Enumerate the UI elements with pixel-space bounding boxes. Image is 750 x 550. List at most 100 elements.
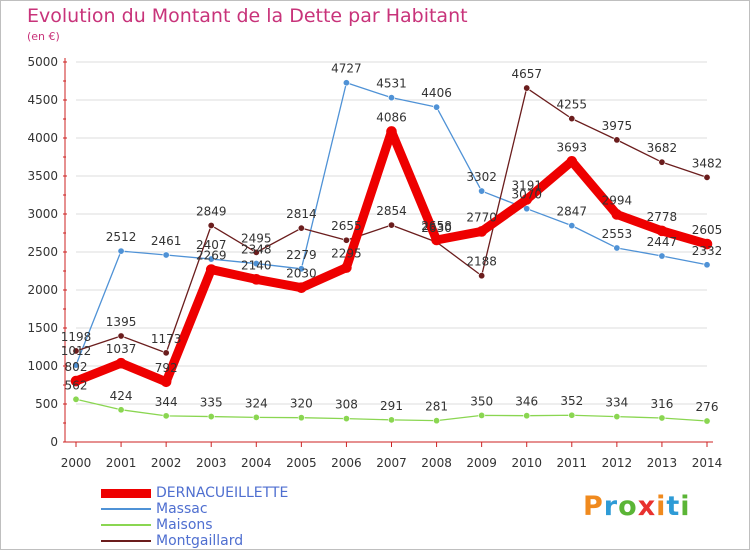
y-tick-label: 4500 xyxy=(27,93,58,107)
x-tick-label: 2004 xyxy=(241,456,272,470)
data-label-maisons: 324 xyxy=(245,396,268,410)
x-tick-label: 2001 xyxy=(106,456,137,470)
logo-letter: P xyxy=(583,491,604,522)
data-label-montgaillard: 1173 xyxy=(151,332,182,346)
data-label-massac: 2332 xyxy=(692,244,723,258)
data-point-montgaillard xyxy=(703,173,711,181)
data-point-maisons xyxy=(117,406,125,414)
data-point-massac xyxy=(252,260,260,268)
data-point-maisons xyxy=(297,414,305,422)
data-point-maisons xyxy=(342,415,350,423)
data-label-maisons: 320 xyxy=(290,397,313,411)
data-point-maisons xyxy=(207,413,215,421)
logo-letter: o xyxy=(618,491,638,522)
x-tick-label: 2010 xyxy=(511,456,542,470)
data-point-maisons xyxy=(613,413,621,421)
logo-letter: i xyxy=(656,491,667,522)
data-label-dernacueillette: 2605 xyxy=(692,223,723,237)
proxiti-logo: Proxiti xyxy=(583,491,691,522)
data-label-massac: 2279 xyxy=(286,248,317,262)
data-label-montgaillard: 4255 xyxy=(557,98,588,112)
data-point-montgaillard xyxy=(342,236,350,244)
data-point-dernacueillette xyxy=(386,126,397,137)
data-point-massac xyxy=(297,265,305,273)
data-point-maisons xyxy=(703,417,711,425)
data-point-montgaillard xyxy=(387,221,395,229)
data-label-maisons: 350 xyxy=(470,394,493,408)
data-point-maisons xyxy=(523,412,531,420)
data-point-dernacueillette xyxy=(566,156,578,167)
data-label-dernacueillette: 4086 xyxy=(376,110,407,124)
data-label-dernacueillette: 2269 xyxy=(196,249,227,263)
data-point-maisons xyxy=(387,416,395,424)
y-tick-label: 1000 xyxy=(27,359,58,373)
data-point-massac xyxy=(568,222,576,230)
data-label-massac: 4406 xyxy=(421,86,452,100)
legend-label: Montgaillard xyxy=(156,533,244,549)
data-point-montgaillard xyxy=(523,84,531,92)
data-label-dernacueillette: 1037 xyxy=(106,342,137,356)
data-point-montgaillard xyxy=(252,248,260,256)
data-point-dernacueillette xyxy=(656,225,668,237)
chart-title: Evolution du Montant de la Dette par Hab… xyxy=(27,5,468,27)
data-point-massac xyxy=(703,261,711,269)
y-tick-label: 1500 xyxy=(27,321,58,335)
data-label-montgaillard: 1198 xyxy=(61,330,92,344)
y-tick-label: 2000 xyxy=(27,283,58,297)
y-tick-label: 500 xyxy=(35,397,58,411)
x-tick-label: 2003 xyxy=(196,456,227,470)
data-label-dernacueillette: 2770 xyxy=(466,210,497,224)
x-tick-label: 2005 xyxy=(286,456,317,470)
data-label-montgaillard: 3975 xyxy=(602,119,633,133)
data-label-massac: 2348 xyxy=(241,243,272,257)
data-point-massac xyxy=(342,79,350,87)
data-label-maisons: 562 xyxy=(65,378,88,392)
data-point-massac xyxy=(207,255,215,263)
data-point-massac xyxy=(433,103,441,111)
data-label-montgaillard: 3482 xyxy=(692,156,723,170)
x-tick-label: 2008 xyxy=(421,456,452,470)
legend-label: DERNACUEILLETTE xyxy=(156,485,289,501)
legend-swatch xyxy=(101,508,151,510)
data-label-montgaillard: 1395 xyxy=(106,315,137,329)
data-label-massac: 2461 xyxy=(151,234,182,248)
y-tick-label: 5000 xyxy=(27,55,58,69)
data-point-dernacueillette xyxy=(160,376,172,388)
data-point-dernacueillette xyxy=(70,375,82,387)
data-label-maisons: 344 xyxy=(155,395,178,409)
data-point-dernacueillette xyxy=(296,282,307,294)
logo-letter: t xyxy=(666,491,681,522)
data-point-maisons xyxy=(72,395,80,403)
x-tick-label: 2011 xyxy=(557,456,588,470)
data-label-massac: 2407 xyxy=(196,238,227,252)
data-point-montgaillard xyxy=(658,158,666,166)
data-label-montgaillard: 2495 xyxy=(241,231,272,245)
x-tick-label: 2012 xyxy=(602,456,633,470)
y-tick-label: 2500 xyxy=(27,245,58,259)
data-label-dernacueillette: 2140 xyxy=(241,258,272,272)
data-label-dernacueillette: 2295 xyxy=(331,247,362,261)
data-point-maisons xyxy=(568,411,576,419)
data-label-montgaillard: 3682 xyxy=(647,141,678,155)
data-point-massac xyxy=(72,361,80,369)
data-point-montgaillard xyxy=(568,115,576,123)
data-label-maisons: 346 xyxy=(515,395,538,409)
data-label-massac: 2553 xyxy=(602,227,633,241)
data-point-montgaillard xyxy=(117,332,125,340)
data-label-massac: 4727 xyxy=(331,62,362,76)
y-tick-label: 0 xyxy=(50,435,58,449)
data-label-montgaillard: 2188 xyxy=(466,255,497,269)
data-point-dernacueillette xyxy=(611,209,623,220)
data-label-dernacueillette: 3693 xyxy=(557,140,588,154)
logo-letter: x xyxy=(637,491,657,522)
x-tick-label: 2007 xyxy=(376,456,407,470)
data-label-massac: 2847 xyxy=(557,205,588,219)
legend-label: Maisons xyxy=(156,517,213,533)
data-point-massac xyxy=(523,205,531,213)
data-label-dernacueillette: 2994 xyxy=(602,193,633,207)
chart-subtitle: (en €) xyxy=(27,30,60,43)
x-tick-label: 2006 xyxy=(331,456,362,470)
data-point-massac xyxy=(117,247,125,255)
data-point-dernacueillette xyxy=(521,194,533,205)
